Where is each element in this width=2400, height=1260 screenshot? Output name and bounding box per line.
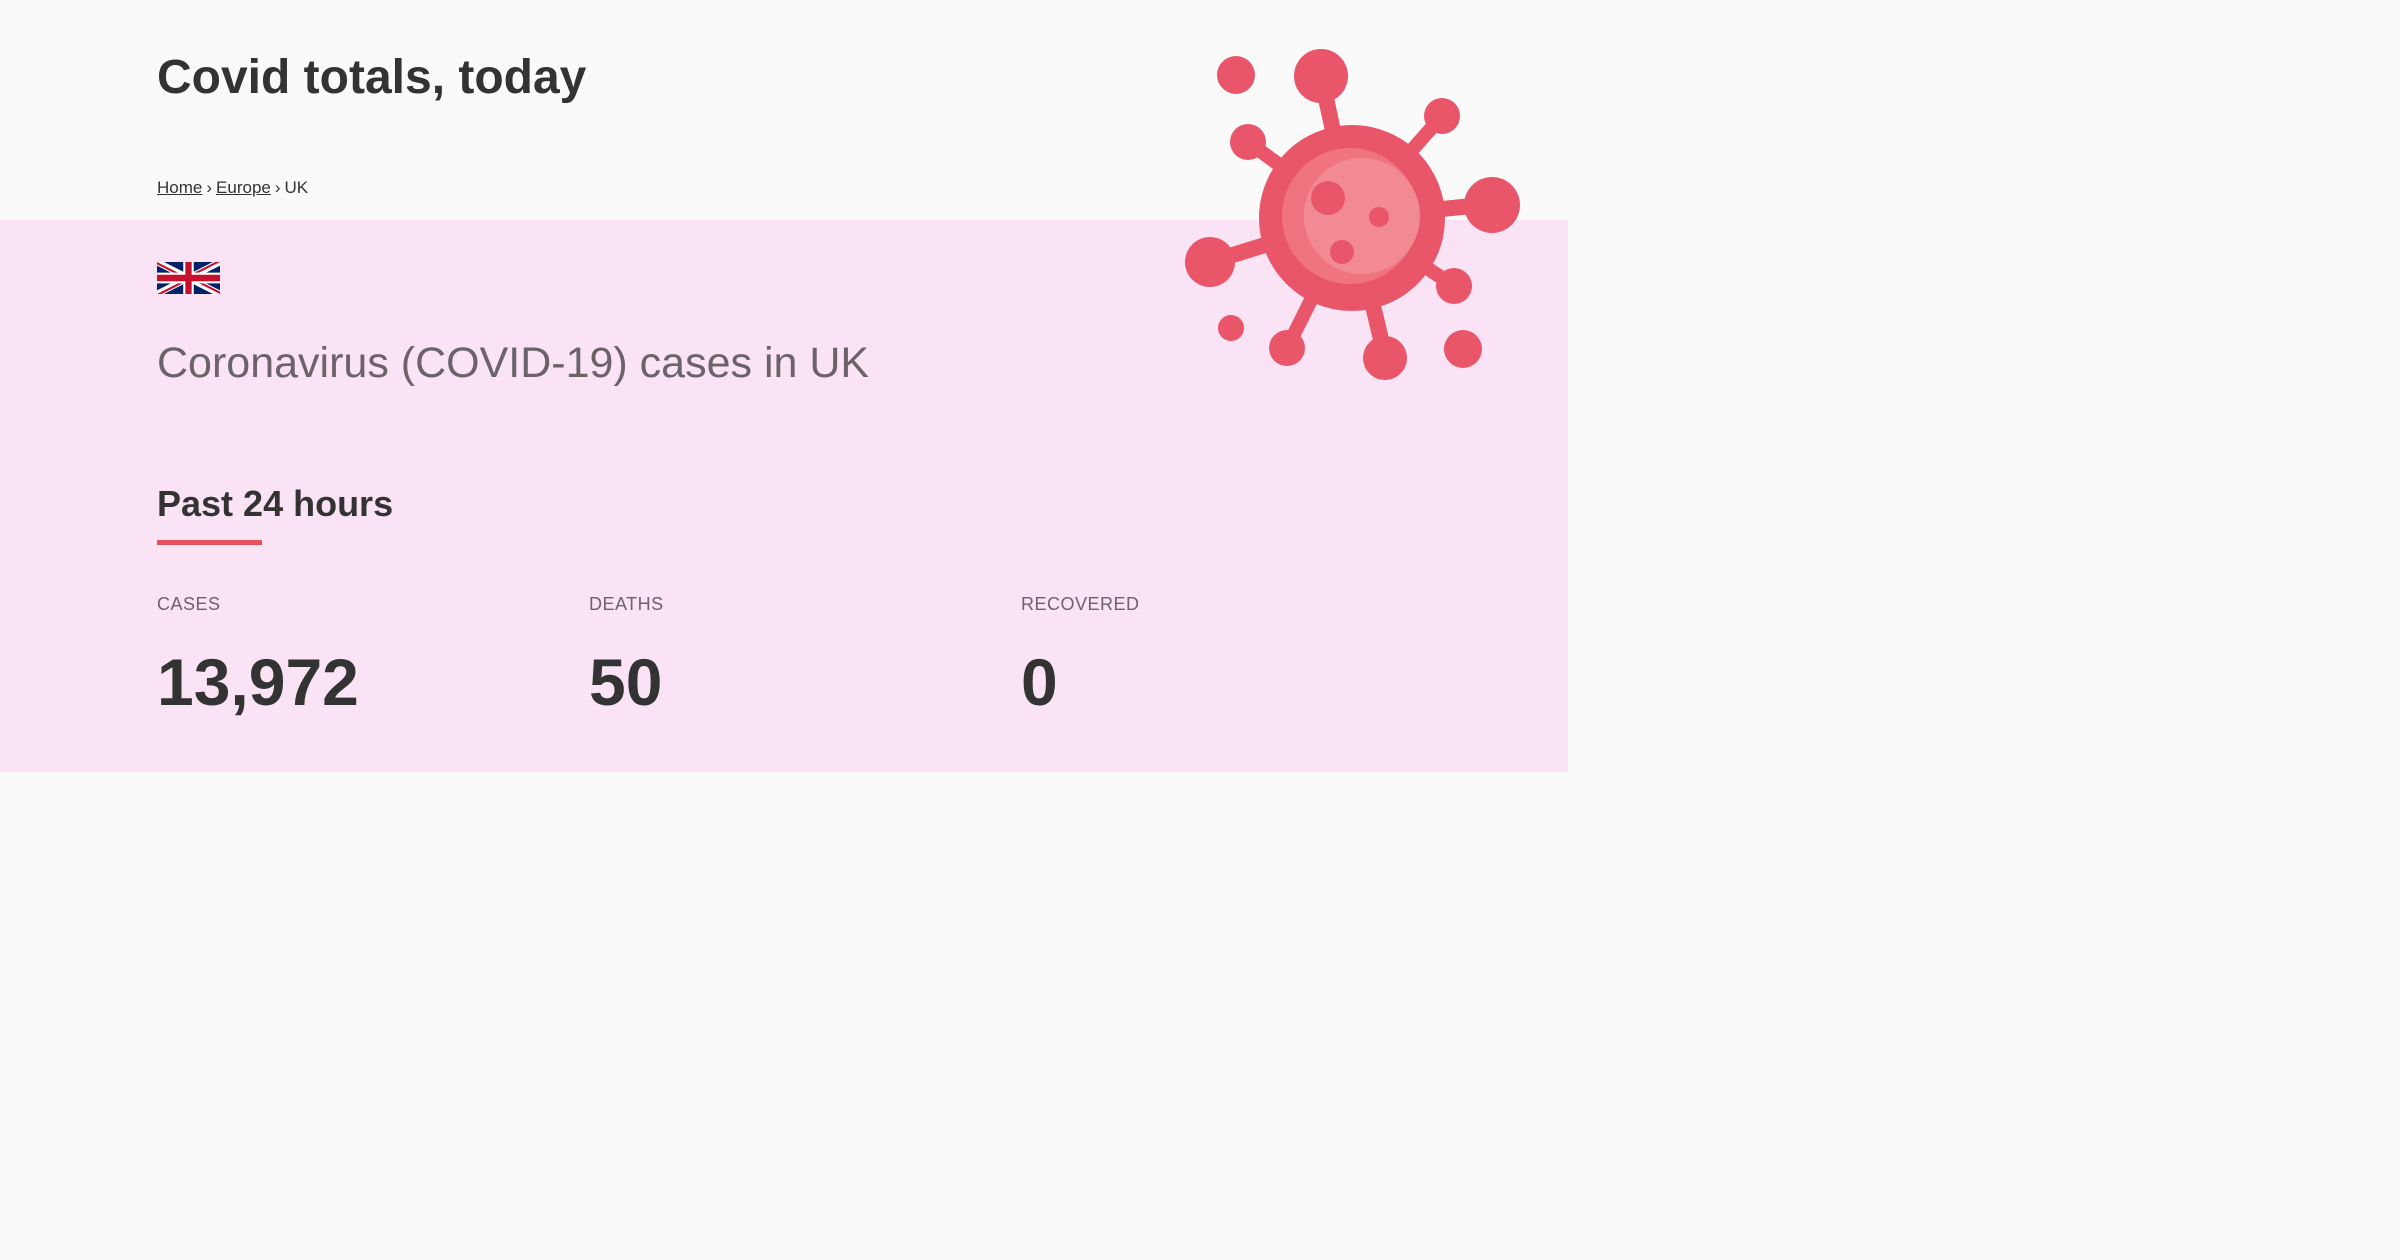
breadcrumb: Home › Europe › UK — [157, 177, 308, 199]
breadcrumb-separator: › — [206, 178, 213, 197]
header-area: Covid totals, today Home › Europe › UK — [0, 0, 1568, 220]
stat-cases-label: CASES — [157, 594, 221, 614]
uk-flag-icon — [157, 262, 220, 294]
stat-deaths-value: 50 — [589, 645, 663, 719]
stat-recovered-label: RECOVERED — [1021, 594, 1140, 614]
stat-deaths: DEATHS 50 — [589, 592, 989, 718]
stat-deaths-label: DEATHS — [589, 594, 664, 614]
stat-cases: CASES 13,972 — [157, 592, 557, 718]
footer-area — [0, 772, 1568, 823]
page-heading: Coronavirus (COVID-19) cases in UK — [157, 339, 870, 387]
breadcrumb-home-link[interactable]: Home — [157, 178, 203, 197]
breadcrumb-separator: › — [274, 178, 281, 197]
breadcrumb-current: UK — [284, 178, 309, 197]
section-title-past-24-hours: Past 24 hours — [157, 483, 394, 524]
stat-recovered-value: 0 — [1021, 645, 1058, 719]
virus-icon — [1185, 49, 1520, 380]
stat-cases-value: 13,972 — [157, 645, 359, 719]
stat-recovered: RECOVERED 0 — [1021, 592, 1421, 718]
site-title: Covid totals, today — [157, 51, 587, 104]
breadcrumb-europe-link[interactable]: Europe — [216, 178, 271, 197]
section-accent-bar — [157, 540, 262, 545]
